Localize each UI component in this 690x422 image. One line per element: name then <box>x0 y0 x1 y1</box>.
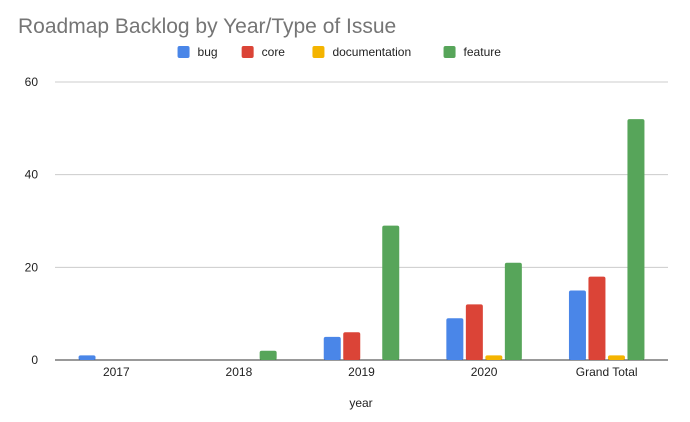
bar-bug-grand-total[interactable] <box>568 290 586 361</box>
bar-bug-2017[interactable] <box>78 355 96 360</box>
y-tick-label: 40 <box>25 168 39 182</box>
legend-swatch-documentation <box>312 46 325 58</box>
legend-swatch-core <box>241 46 254 58</box>
bars <box>78 119 645 361</box>
bar-feature-2020[interactable] <box>504 262 522 360</box>
legend-swatch-bug <box>177 46 190 58</box>
bar-bug-2019[interactable] <box>323 336 341 360</box>
bar-documentation-grand-total[interactable] <box>607 355 625 360</box>
y-axis: 0 20 40 60 <box>25 75 39 367</box>
bar-documentation-2020[interactable] <box>485 355 503 360</box>
legend-label-core: core <box>262 45 286 59</box>
x-tick-label: 2020 <box>471 365 498 379</box>
bar-feature-2019[interactable] <box>382 225 400 360</box>
x-tick-label: 2018 <box>226 365 253 379</box>
bar-feature-2018[interactable] <box>259 350 277 360</box>
bar-feature-grand-total[interactable] <box>627 119 645 360</box>
legend: bug core documentation feature <box>177 45 502 59</box>
x-tick-label: Grand Total <box>576 365 638 379</box>
y-tick-label: 60 <box>25 75 39 89</box>
bar-bug-2020[interactable] <box>446 318 464 360</box>
x-axis: 2017 2018 2019 2020 Grand Total <box>103 365 638 379</box>
chart-title: Roadmap Backlog by Year/Type of Issue <box>18 15 396 38</box>
bar-core-2019[interactable] <box>343 332 361 360</box>
legend-label-feature: feature <box>464 45 502 59</box>
bar-core-2020[interactable] <box>465 304 483 360</box>
y-tick-label: 20 <box>25 260 39 274</box>
legend-label-documentation: documentation <box>332 45 411 59</box>
y-tick-label: 0 <box>31 353 38 367</box>
x-tick-label: 2017 <box>103 365 130 379</box>
x-tick-label: 2019 <box>348 365 375 379</box>
x-axis-title: year <box>349 396 372 410</box>
bar-core-grand-total[interactable] <box>588 276 606 360</box>
gridlines <box>55 81 668 361</box>
legend-label-bug: bug <box>198 45 218 59</box>
legend-swatch-feature <box>443 46 456 58</box>
